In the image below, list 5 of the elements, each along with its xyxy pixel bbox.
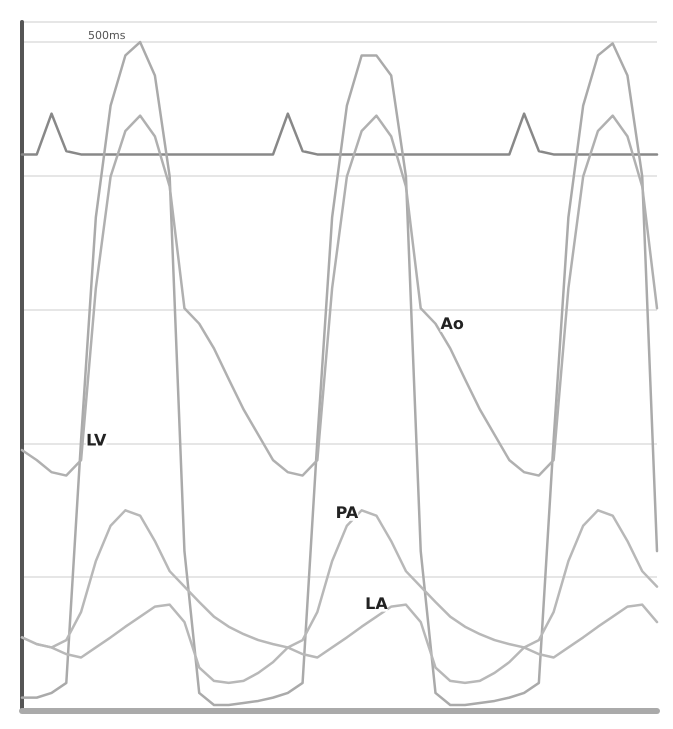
- series-label: LV: [86, 430, 108, 450]
- text: 500ms: [88, 29, 126, 42]
- series-label: Ao: [440, 314, 464, 334]
- series-label: LA: [365, 594, 388, 614]
- series-label: PA: [336, 503, 359, 522]
